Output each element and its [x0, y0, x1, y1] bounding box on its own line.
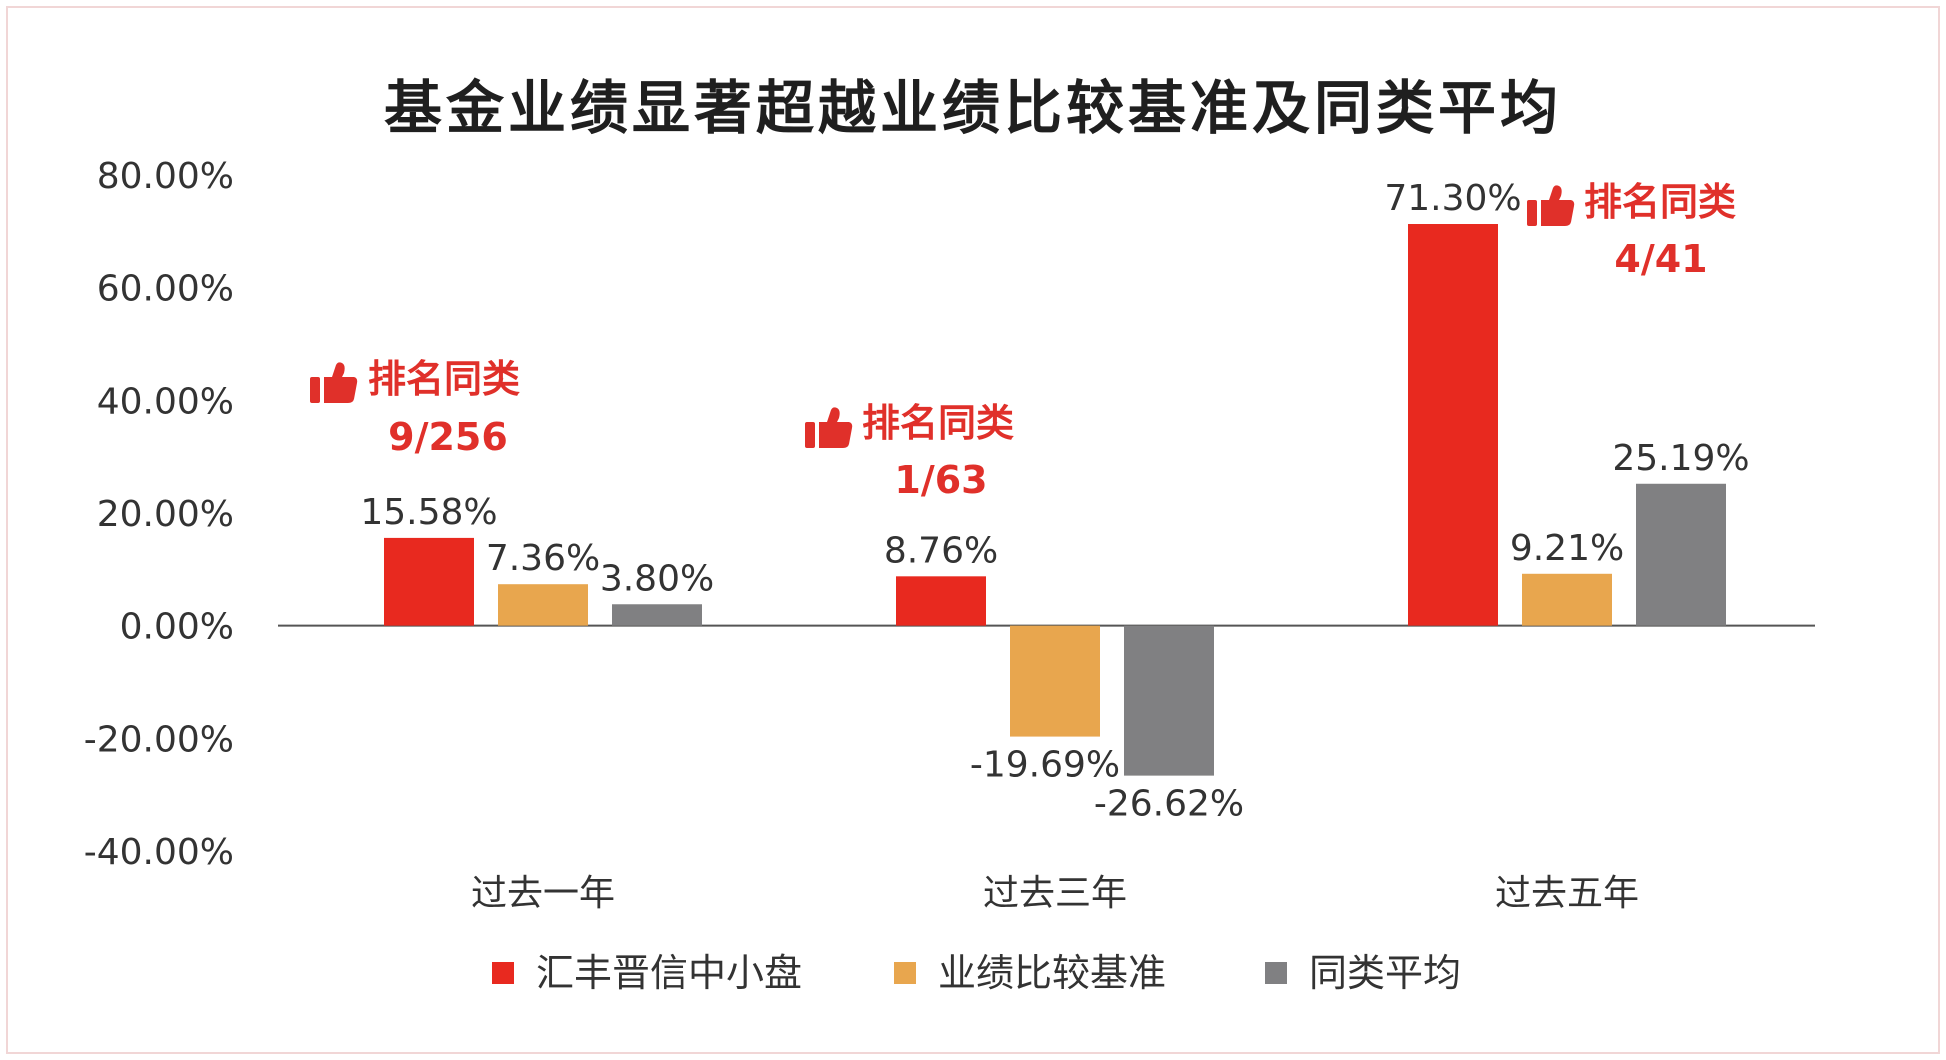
legend-label: 汇丰晋信中小盘	[536, 951, 802, 995]
data-label: 9.21%	[1510, 528, 1624, 569]
legend-label: 同类平均	[1309, 951, 1461, 995]
bar-benchmark	[1010, 625, 1100, 737]
rank-value: 1/63	[894, 458, 987, 502]
data-label: -26.62%	[1094, 784, 1244, 825]
chart-frame	[6, 6, 1940, 1054]
thumbs-up-icon	[805, 407, 853, 448]
legend-swatch	[894, 962, 916, 984]
rank-heading: 排名同类	[368, 357, 520, 401]
data-label: 3.80%	[600, 558, 714, 599]
y-tick-label: 20.00%	[97, 494, 234, 535]
y-tick-label: 0.00%	[120, 607, 234, 648]
data-label: 71.30%	[1384, 178, 1521, 219]
bar-peer	[1636, 483, 1726, 626]
rank-heading: 排名同类	[862, 401, 1014, 445]
bar-benchmark	[1522, 573, 1612, 626]
bar-fund	[384, 537, 474, 626]
data-label: 7.36%	[486, 538, 600, 579]
rank-heading: 排名同类	[1584, 180, 1736, 224]
bar-peer	[1124, 625, 1214, 776]
bar-fund	[1408, 224, 1498, 626]
data-label: -19.69%	[970, 745, 1120, 786]
thumbs-up-icon	[310, 362, 358, 403]
chart-title: 基金业绩显著超越业绩比较基准及同类平均	[384, 74, 1562, 142]
data-label: 15.58%	[360, 492, 497, 533]
x-category-label: 过去五年	[1495, 873, 1639, 914]
y-tick-label: -40.00%	[84, 832, 234, 873]
rank-value: 9/256	[388, 415, 508, 459]
x-category-label: 过去三年	[983, 873, 1127, 914]
y-tick-label: 40.00%	[97, 381, 234, 422]
legend-label: 业绩比较基准	[938, 951, 1166, 995]
data-label: 25.19%	[1612, 438, 1749, 479]
bar-peer	[612, 604, 702, 626]
y-tick-label: 60.00%	[97, 269, 234, 310]
x-category-label: 过去一年	[471, 873, 615, 914]
rank-value: 4/41	[1614, 237, 1707, 281]
y-tick-label: -20.00%	[84, 719, 234, 760]
bar-fund	[896, 576, 986, 626]
y-tick-label: 80.00%	[97, 156, 234, 197]
legend-swatch	[492, 962, 514, 984]
bar-benchmark	[498, 584, 588, 626]
thumbs-up-icon	[1527, 185, 1575, 226]
legend-swatch	[1265, 962, 1287, 984]
data-label: 8.76%	[884, 530, 998, 571]
